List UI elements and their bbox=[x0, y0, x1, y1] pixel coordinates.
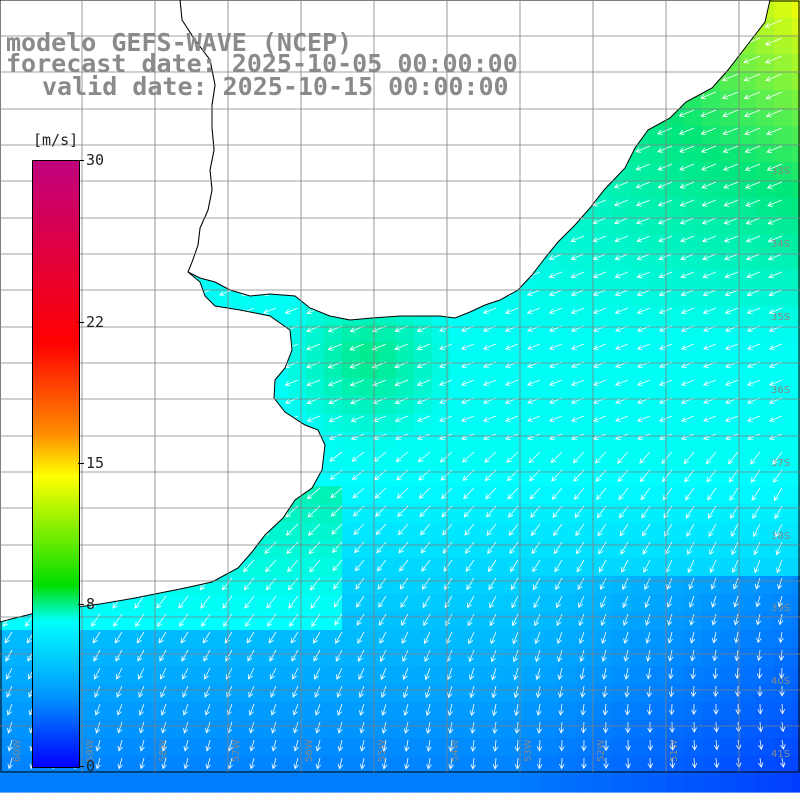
colorbar-tick-label: 30 bbox=[86, 151, 105, 169]
lon-label: 59W bbox=[85, 739, 96, 762]
colorbar-unit: [m/s] bbox=[33, 131, 79, 149]
colorbar-tick-label: 22 bbox=[86, 312, 105, 331]
lon-label: 52W bbox=[596, 739, 607, 762]
colorbar-tick-mark bbox=[78, 766, 84, 767]
colorbar-tick-label: 0 bbox=[86, 757, 96, 775]
colorbar-tick-label: 8 bbox=[86, 595, 96, 614]
lon-label: 56W bbox=[304, 739, 315, 762]
forecast-date: forecast date: 2025-10-05 00:00:00 bbox=[6, 49, 518, 78]
colorbar-tick-mark bbox=[78, 321, 84, 323]
lat-label: 38S bbox=[771, 531, 790, 542]
valid-date: valid date: 2025-10-15 00:00:00 bbox=[42, 72, 509, 101]
latitude-labels: 33S 34S 35S 36S 37S 38S 39S 40S 41S bbox=[771, 166, 790, 760]
lon-label: 51W bbox=[669, 739, 680, 762]
lat-label: 40S bbox=[771, 676, 790, 687]
colorbar bbox=[32, 160, 80, 768]
lat-label: 34S bbox=[771, 239, 790, 250]
colorbar-tick-mark bbox=[78, 463, 84, 464]
colorbar-tick-mark bbox=[78, 160, 84, 161]
colorbar-tick-mark bbox=[78, 604, 84, 606]
lat-label: 37S bbox=[771, 458, 790, 469]
lon-label: 54W bbox=[450, 739, 461, 762]
lon-label: 53W bbox=[523, 739, 534, 762]
lat-label: 33S bbox=[771, 166, 790, 177]
colorbar-tick-label: 15 bbox=[86, 454, 105, 472]
lat-label: 35S bbox=[771, 312, 790, 323]
lon-label: 60W bbox=[12, 739, 23, 762]
land-mask bbox=[0, 0, 771, 623]
lat-label: 36S bbox=[771, 385, 790, 396]
model-title: modelo GEFS-WAVE (NCEP) bbox=[6, 28, 353, 57]
lon-label: 55W bbox=[377, 739, 388, 762]
argentina-land bbox=[0, 0, 326, 623]
lat-lon-grid bbox=[0, 0, 800, 772]
lat-label: 41S bbox=[771, 749, 790, 760]
lat-label: 39S bbox=[771, 603, 790, 614]
lon-label: 57W bbox=[231, 739, 242, 762]
